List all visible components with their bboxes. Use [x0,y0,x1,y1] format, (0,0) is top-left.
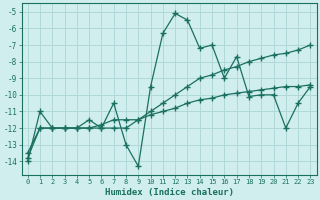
X-axis label: Humidex (Indice chaleur): Humidex (Indice chaleur) [105,188,234,197]
